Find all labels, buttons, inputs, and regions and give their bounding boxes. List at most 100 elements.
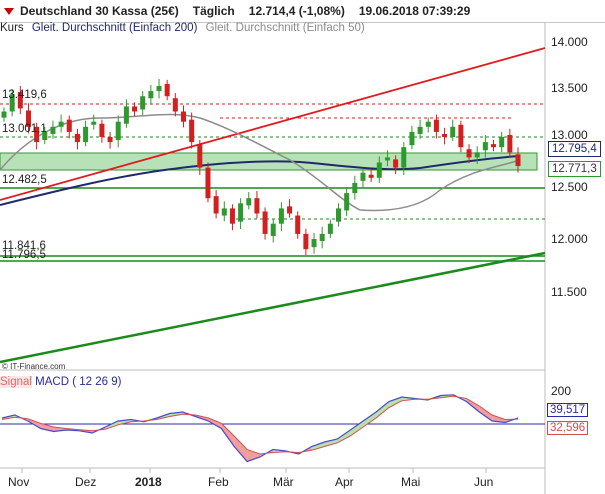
macd-fill-segment xyxy=(208,418,222,429)
level-label-13001: 13.001,1 xyxy=(2,123,47,135)
candle-body xyxy=(442,133,448,137)
candle-body xyxy=(9,94,15,112)
macd-fill-segment xyxy=(492,415,506,423)
candle-body xyxy=(50,126,56,134)
legend-ma200: Gleit. Durchschnitt (Einfach 200) xyxy=(31,22,198,34)
macd-legend-macd: MACD xyxy=(35,376,70,388)
candle-body xyxy=(295,215,301,234)
macd-line xyxy=(1,394,519,463)
candle-body xyxy=(491,144,497,148)
candle-body xyxy=(409,131,415,146)
price-tick-13000: 13.000 xyxy=(551,128,588,142)
macd-fill-segment xyxy=(234,436,248,462)
candle-body xyxy=(499,137,505,148)
candle-body xyxy=(360,172,366,181)
candle-body xyxy=(115,121,121,141)
candle-body xyxy=(66,119,72,132)
date-label-dez: Dez xyxy=(75,475,97,489)
candle-body xyxy=(336,208,342,222)
interval-label[interactable]: Täglich xyxy=(192,4,235,18)
date-label-maer: Mär xyxy=(273,475,294,489)
candle-body xyxy=(287,206,293,214)
candlestick-series xyxy=(1,78,521,255)
macd-fill-segment xyxy=(324,439,338,447)
candle-body xyxy=(148,91,154,99)
macd-fill-segment xyxy=(53,427,67,432)
candle-body xyxy=(213,196,219,214)
chart-legend: Kurs Gleit. Durchschnitt (Einfach 200) G… xyxy=(0,22,370,39)
candle-body xyxy=(42,131,48,141)
candle-body xyxy=(482,142,488,151)
candle-body xyxy=(515,154,521,167)
macd-legend: Signal MACD ( 12 26 9) xyxy=(0,376,121,388)
instrument-name: Deutschland 30 Kassa (25€) xyxy=(20,4,179,18)
candle-body xyxy=(107,137,113,143)
candle-body xyxy=(132,106,138,112)
level-label-11841: 11.841,6 xyxy=(2,240,46,252)
macd-fill-segment xyxy=(247,449,260,462)
candle-body xyxy=(189,119,195,143)
level-label-13419: 13.419,6 xyxy=(2,89,47,101)
price-tick-11500: 11.500 xyxy=(551,285,587,299)
candle-body xyxy=(74,133,80,143)
candle-body xyxy=(458,124,464,148)
macd-fill-segment xyxy=(337,430,351,443)
legend-kurs: Kurs xyxy=(0,22,24,34)
candle-body xyxy=(319,233,325,242)
ma200-line xyxy=(0,155,521,206)
candle-body xyxy=(344,193,350,211)
candle-body xyxy=(197,144,203,168)
chart-title-bar: Deutschland 30 Kassa (25€) Täglich 12.71… xyxy=(0,0,605,23)
candle-body xyxy=(393,159,399,168)
date-label-feb: Feb xyxy=(208,475,229,489)
macd-value-tag: 39,517 xyxy=(547,403,589,417)
candle-body xyxy=(327,223,333,234)
candle-body xyxy=(172,98,178,112)
candle-body xyxy=(507,134,513,153)
candle-body xyxy=(376,162,382,178)
candle-body xyxy=(384,157,390,161)
candle-body xyxy=(303,233,309,250)
candle-body xyxy=(433,119,439,132)
price-tick-13500: 13.500 xyxy=(551,81,588,95)
macd-fill-segment xyxy=(350,421,364,436)
macd-legend-signal: Signal xyxy=(0,376,32,388)
candle-body xyxy=(140,96,146,110)
candle-body xyxy=(17,92,23,109)
macd-fill-segment xyxy=(40,423,54,432)
candle-body xyxy=(205,167,211,199)
macd-tick-200: 200 xyxy=(551,384,572,398)
candle-body xyxy=(278,208,284,224)
candle-body xyxy=(221,208,227,216)
candle-body xyxy=(417,126,423,134)
resistance-trendline xyxy=(0,47,546,201)
candle-body xyxy=(474,152,480,158)
last-price-tag: 12.795,4 xyxy=(548,141,601,157)
ma200-price-tag: 12.771,3 xyxy=(548,161,601,177)
candle-body xyxy=(238,203,244,222)
level-label-12482: 12.482,5 xyxy=(2,174,47,186)
candle-body xyxy=(91,121,97,125)
down-arrow-icon xyxy=(4,7,14,15)
candle-body xyxy=(401,147,407,168)
candle-body xyxy=(352,182,358,194)
candle-body xyxy=(229,208,235,224)
candle-body xyxy=(156,86,162,92)
date-label-nov: Nov xyxy=(8,475,30,489)
date-label-apr: Apr xyxy=(335,475,354,489)
signal-value-tag: 32,596 xyxy=(547,421,589,435)
legend-ma50: Gleit. Durchschnitt (Einfach 50) xyxy=(205,22,365,34)
date-ticks xyxy=(21,468,487,473)
candle-body xyxy=(368,174,374,178)
price-tick-12500: 12.500 xyxy=(551,180,588,194)
macd-legend-params: ( 12 26 9) xyxy=(72,376,122,388)
candle-body xyxy=(83,126,89,143)
candle-body xyxy=(246,198,252,206)
macd-fill-segment xyxy=(376,401,389,418)
macd-fill-segment xyxy=(311,442,325,451)
candle-body xyxy=(425,121,431,127)
candle-body xyxy=(311,239,317,248)
macd-fill-segment xyxy=(363,412,377,427)
candle-body xyxy=(180,111,186,122)
